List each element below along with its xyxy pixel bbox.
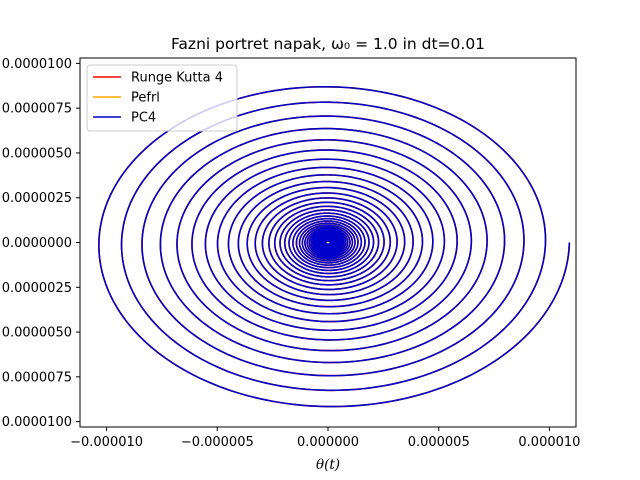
x-tick-label: 0.000000 — [297, 435, 359, 450]
x-tick-label: 0.000005 — [408, 435, 470, 450]
legend-entry: Pefrl — [131, 91, 160, 106]
y-tick-label: 0.0000100 — [2, 415, 72, 430]
x-axis-label: θ(t) — [316, 457, 340, 473]
legend-entry: Runge Kutta 4 — [131, 71, 223, 86]
legend-box — [86, 64, 238, 132]
x-tick-label: −0.000010 — [70, 435, 143, 450]
y-tick-label: 0.0000075 — [2, 370, 72, 385]
x-axis-ticks: −0.000010 −0.000005 0.000000 0.000005 0.0000… — [70, 427, 580, 450]
y-tick-label: 0.0000075 — [2, 102, 72, 117]
y-tick-label: 0.0000050 — [2, 146, 72, 161]
x-tick-label: 0.000010 — [518, 435, 580, 450]
y-tick-label: 0.0000025 — [2, 281, 72, 296]
chart-title: Fazni portret napak, ω₀ = 1.0 in dt=0.01 — [171, 35, 485, 53]
plot-area — [98, 85, 571, 408]
y-tick-label: 0.0000000 — [2, 236, 72, 251]
y-axis-ticks: 0.0000100 0.0000075 0.0000050 0.0000025 0.00… — [2, 57, 80, 430]
legend-entry: PC4 — [131, 111, 156, 126]
y-tick-label: 0.0000050 — [2, 326, 72, 341]
x-tick-label: −0.000005 — [181, 435, 254, 450]
y-tick-label: 0.0000100 — [2, 57, 72, 72]
legend: Runge Kutta 4 Pefrl PC4 — [86, 64, 238, 132]
y-tick-label: 0.0000025 — [2, 191, 72, 206]
series-line-3 — [98, 85, 571, 408]
